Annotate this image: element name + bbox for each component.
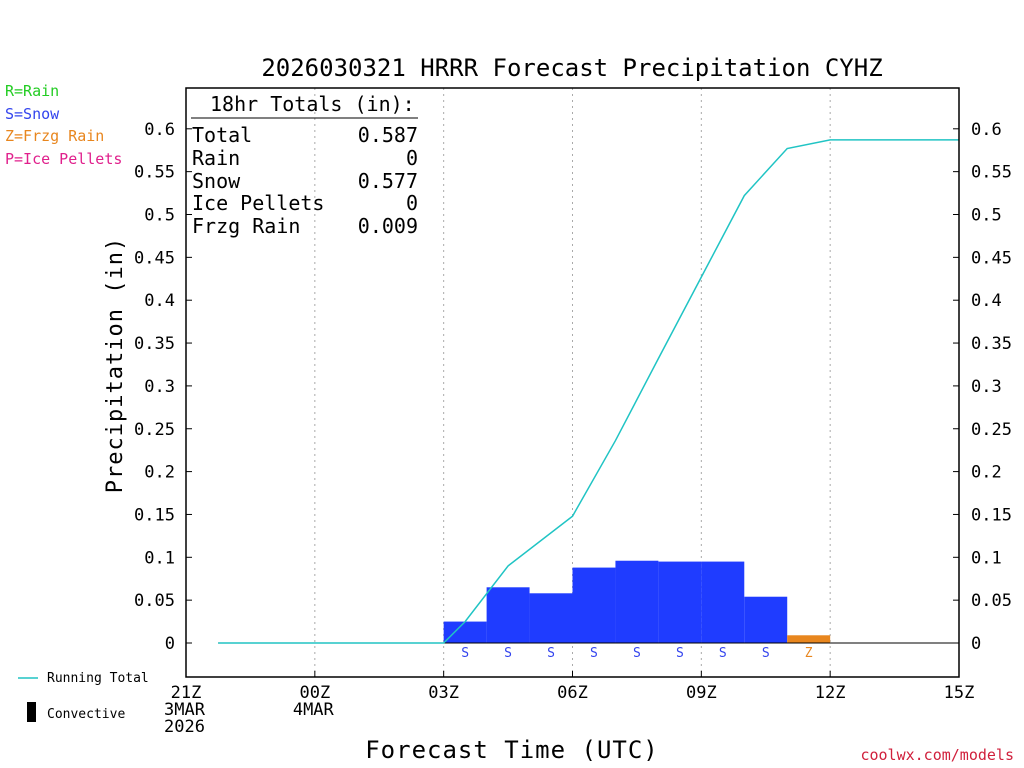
ytick-left-label-3: 0.15: [134, 505, 175, 525]
ptype-label-hour-9: S: [547, 646, 555, 661]
totals-label-snow: Snow: [192, 169, 241, 193]
gridlines: [314, 88, 831, 677]
ytick-left-label-9: 0.45: [134, 248, 175, 268]
running-total-legend-label: Running Total: [47, 671, 149, 686]
ytick-left-label-2: 0.1: [144, 548, 175, 568]
totals-label-frzg-rain: Frzg Rain: [192, 214, 300, 238]
bars: [443, 560, 831, 643]
totals-value-snow: 0.577: [358, 169, 418, 193]
ytick-left-label-0: 0: [165, 634, 175, 654]
xtick-label-0-2: 2026: [164, 717, 205, 737]
x-axis-label: Forecast Time (UTC): [365, 736, 659, 764]
totals-box: 18hr Totals (in): Total 0.587 Rain 0 Sno…: [191, 92, 418, 238]
legend-ice-pellets: P=Ice Pellets: [5, 150, 122, 168]
xtick-label-0-0: 21Z: [171, 683, 202, 703]
ytick-left-label-4: 0.2: [144, 463, 175, 483]
bar-hour-14: [744, 596, 788, 643]
ptype-label-hour-12: S: [676, 646, 684, 661]
bar-hour-9: [529, 593, 573, 643]
totals-value-total: 0.587: [358, 123, 418, 147]
totals-value-rain: 0: [406, 146, 418, 170]
bar-hour-11: [615, 560, 659, 643]
running-total-legend: Running Total: [18, 671, 149, 686]
xtick-label-0-1: 3MAR: [164, 700, 206, 720]
bar-hour-12: [658, 561, 702, 643]
chart-title: 2026030321 HRRR Forecast Precipitation C…: [261, 54, 882, 82]
totals-label-total: Total: [192, 123, 252, 147]
ptype-label-hour-7: S: [461, 646, 469, 661]
ytick-left-label-7: 0.35: [134, 334, 175, 354]
ptype-label-hour-11: S: [633, 646, 641, 661]
ytick-left-label-11: 0.55: [134, 163, 175, 183]
ptype-label-hour-13: S: [719, 646, 727, 661]
ytick-left-label-5: 0.25: [134, 420, 175, 440]
totals-value-ice-pellets: 0: [406, 191, 418, 215]
xtick-label-3-0: 06Z: [557, 683, 588, 703]
legend-rain: R=Rain: [5, 82, 59, 100]
ptype-label-hour-8: S: [504, 646, 512, 661]
ytick-left-label-12: 0.6: [144, 120, 175, 140]
totals-label-ice-pellets: Ice Pellets: [192, 191, 324, 215]
credit-link[interactable]: coolwx.com/models: [860, 746, 1014, 764]
ytick-right-label-2: 0.1: [971, 548, 1002, 568]
ytick-right-label-0: 0: [971, 634, 981, 654]
totals-value-frzg-rain: 0.009: [358, 214, 418, 238]
ytick-right-label-8: 0.4: [971, 291, 1002, 311]
ptype-label-hour-10: S: [590, 646, 598, 661]
ytick-right-label-12: 0.6: [971, 120, 1002, 140]
xtick-label-1-0: 00Z: [299, 683, 330, 703]
running-total-series: [218, 139, 959, 644]
ptype-label-hour-15: Z: [805, 646, 813, 661]
bar-hour-15: [787, 635, 831, 643]
ytick-left-label-6: 0.3: [144, 377, 175, 397]
ytick-right-label-1: 0.05: [971, 591, 1012, 611]
convective-legend-label: Convective: [47, 707, 125, 722]
ytick-left-label-1: 0.05: [134, 591, 175, 611]
xtick-label-5-0: 12Z: [815, 683, 846, 703]
ytick-right-label-6: 0.3: [971, 377, 1002, 397]
ytick-right-label-10: 0.5: [971, 206, 1002, 226]
xtick-label-6-0: 15Z: [944, 683, 975, 703]
y-axis: 0 0 0.05 0.05 0.1 0.1 0.15 0.15 0.2 0.2 0.25 0.25 0.…: [134, 120, 1012, 654]
bar-hour-10: [572, 567, 616, 643]
bar-hour-13: [701, 561, 745, 643]
ytick-right-label-3: 0.15: [971, 505, 1012, 525]
ytick-right-label-4: 0.2: [971, 463, 1002, 483]
precip-type-legend: R=Rain S=Snow Z=Frzg Rain P=Ice Pellets: [5, 82, 122, 168]
ytick-right-label-5: 0.25: [971, 420, 1012, 440]
legend-snow: S=Snow: [5, 105, 60, 123]
totals-header: 18hr Totals (in):: [210, 92, 415, 116]
y-axis-label: Precipitation (in): [103, 237, 128, 493]
ytick-right-label-9: 0.45: [971, 248, 1012, 268]
running-total-line: [218, 139, 959, 644]
bar-hour-8: [486, 587, 530, 643]
ytick-right-label-7: 0.35: [971, 334, 1012, 354]
xtick-label-4-0: 09Z: [686, 683, 717, 703]
ptype-label-hour-14: S: [762, 646, 770, 661]
ytick-right-label-11: 0.55: [971, 163, 1012, 183]
xtick-label-1-1: 4MAR: [293, 700, 335, 720]
legend-frzg-rain: Z=Frzg Rain: [5, 127, 104, 145]
ytick-left-label-10: 0.5: [144, 206, 175, 226]
convective-legend-swatch: [27, 702, 36, 722]
xtick-label-2-0: 03Z: [428, 683, 459, 703]
convective-legend: Convective: [27, 702, 125, 722]
bar-hour-7: [443, 621, 487, 643]
totals-label-rain: Rain: [192, 146, 240, 170]
ytick-left-label-8: 0.4: [144, 291, 175, 311]
